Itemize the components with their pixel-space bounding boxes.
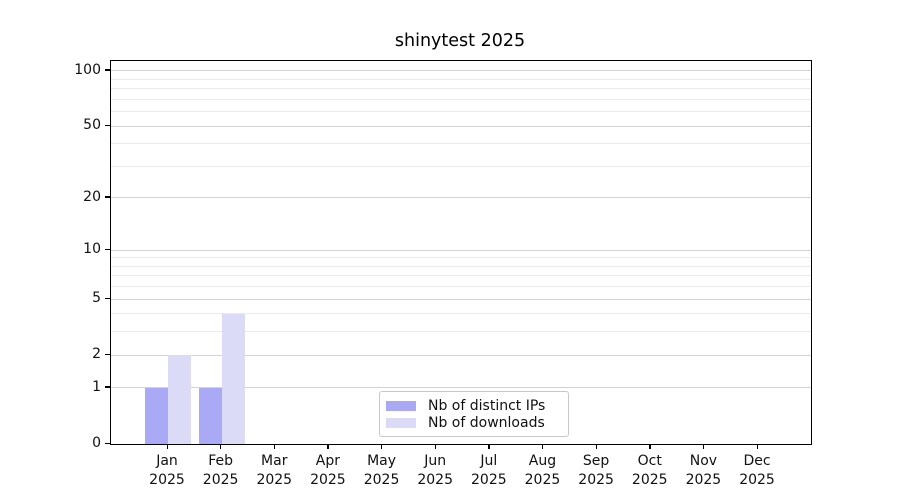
month-year: 2025 <box>149 472 185 488</box>
x-tick-mark <box>488 444 490 449</box>
month-name: Jun <box>424 453 447 469</box>
month-name: Nov <box>689 453 718 469</box>
y-tick-label: 5 <box>92 290 101 307</box>
y-tick-label: 1 <box>92 378 101 395</box>
x-tick-mark <box>273 444 276 449</box>
x-tick-mark <box>166 444 168 449</box>
legend-swatch-distinct-ips <box>386 400 416 411</box>
month-name: Sep <box>582 453 610 469</box>
x-tick-mark <box>220 444 222 449</box>
month-year: 2025 <box>417 472 453 488</box>
legend-row: Nb of downloads <box>386 414 560 431</box>
month-name: Oct <box>637 453 662 469</box>
month-name: Apr <box>315 453 341 469</box>
month-year: 2025 <box>363 472 400 488</box>
y-tick-mark <box>105 124 110 127</box>
y-tick-mark <box>105 196 110 198</box>
minor-gridline <box>111 313 811 315</box>
x-tick-label-mar: Mar 2025 <box>244 452 304 490</box>
x-tick-mark <box>434 444 436 449</box>
month-name: Feb <box>208 453 234 469</box>
chart-title: shinytest 2025 <box>394 31 526 51</box>
y-tick-label: 2 <box>92 346 101 363</box>
legend-row: Nb of distinct IPs <box>386 397 560 414</box>
minor-gridline <box>111 257 811 259</box>
x-tick-label-aug: Aug 2025 <box>512 452 572 490</box>
major-gridline <box>111 354 811 356</box>
month-name: May <box>367 453 397 469</box>
y-tick-label: 10 <box>83 241 101 258</box>
y-tick-label: 100 <box>74 61 101 78</box>
minor-gridline <box>111 331 811 333</box>
x-tick-label-may: May 2025 <box>352 452 412 490</box>
minor-gridline <box>111 88 811 90</box>
x-tick-label-feb: Feb 2025 <box>191 452 251 490</box>
y-tick-label: 0 <box>92 435 101 451</box>
minor-gridline <box>111 98 811 100</box>
month-name: Mar <box>261 453 288 469</box>
y-tick-mark <box>105 386 110 388</box>
y-tick-label: 50 <box>83 117 101 134</box>
month-year: 2025 <box>578 472 614 488</box>
major-gridline <box>111 298 811 300</box>
x-tick-label-nov: Nov 2025 <box>673 452 733 490</box>
x-tick-label-apr: Apr 2025 <box>298 452 358 490</box>
minor-gridline <box>111 78 811 80</box>
bar-feb-downloads <box>221 313 245 444</box>
x-tick-mark <box>702 444 705 449</box>
minor-gridline <box>111 275 811 277</box>
x-tick-mark <box>327 444 329 449</box>
minor-gridline <box>111 165 811 167</box>
legend-label: Nb of distinct IPs <box>428 397 546 414</box>
bar-jan-ips <box>145 387 168 444</box>
plot-area <box>110 60 812 445</box>
minor-gridline <box>111 143 811 145</box>
x-tick-label-jul: Jul 2025 <box>459 452 519 490</box>
x-tick-mark <box>595 444 597 449</box>
month-year: 2025 <box>631 472 668 488</box>
y-tick-mark <box>105 248 110 250</box>
major-gridline <box>111 197 811 199</box>
legend: Nb of distinct IPs Nb of downloads <box>379 391 569 437</box>
x-tick-label-oct: Oct 2025 <box>620 452 680 490</box>
x-tick-mark <box>649 444 651 449</box>
month-name: Jul <box>480 453 498 469</box>
y-tick-mark <box>105 69 110 71</box>
month-year: 2025 <box>524 472 561 488</box>
x-tick-label-sep: Sep 2025 <box>566 452 626 490</box>
month-year: 2025 <box>202 472 239 488</box>
month-year: 2025 <box>310 472 346 488</box>
minor-gridline <box>111 286 811 288</box>
minor-gridline <box>111 111 811 113</box>
y-tick-mark <box>105 297 110 299</box>
legend-swatch-downloads <box>386 417 416 428</box>
month-year: 2025 <box>256 472 293 488</box>
legend-label: Nb of downloads <box>428 414 545 431</box>
major-gridline <box>111 70 811 72</box>
major-gridline <box>111 125 811 127</box>
month-year: 2025 <box>685 472 722 488</box>
x-tick-mark <box>541 444 544 449</box>
x-tick-mark <box>756 444 758 449</box>
x-tick-label-dec: Dec 2025 <box>727 452 787 490</box>
month-name: Jan <box>156 453 178 469</box>
x-tick-label-jan: Jan 2025 <box>137 452 197 490</box>
major-gridline <box>111 249 811 251</box>
major-gridline <box>111 387 811 389</box>
month-year: 2025 <box>739 472 775 488</box>
bar-feb-ips <box>198 387 222 444</box>
y-tick-mark <box>105 353 110 355</box>
x-tick-mark <box>381 444 383 449</box>
y-tick-mark <box>105 442 110 444</box>
x-tick-label-jun: Jun 2025 <box>405 452 465 490</box>
month-name: Aug <box>528 453 557 469</box>
month-year: 2025 <box>471 472 507 488</box>
month-name: Dec <box>743 453 771 469</box>
y-tick-label: 20 <box>83 188 101 205</box>
bar-jan-downloads <box>168 355 191 444</box>
minor-gridline <box>111 265 811 267</box>
